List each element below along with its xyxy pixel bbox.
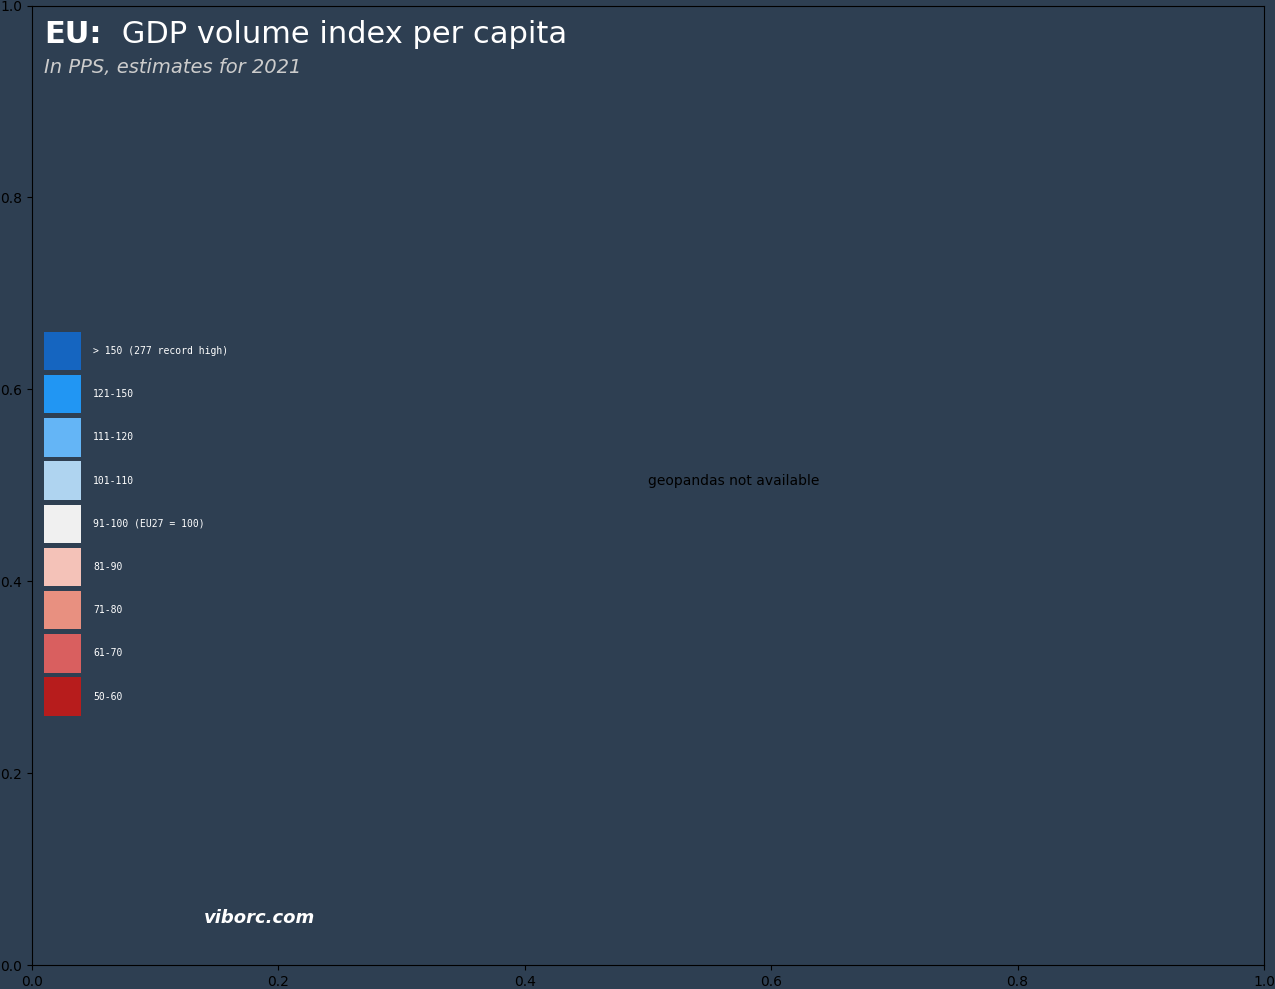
FancyBboxPatch shape xyxy=(45,591,82,629)
Text: 61-70: 61-70 xyxy=(93,649,122,659)
Text: 50-60: 50-60 xyxy=(93,691,122,701)
FancyBboxPatch shape xyxy=(45,332,82,370)
Text: viborc.com: viborc.com xyxy=(204,909,315,927)
Text: EU:: EU: xyxy=(45,20,102,48)
FancyBboxPatch shape xyxy=(45,677,82,716)
FancyBboxPatch shape xyxy=(45,548,82,586)
Text: 91-100 (EU27 = 100): 91-100 (EU27 = 100) xyxy=(93,519,205,529)
Text: > 150 (277 record high): > 150 (277 record high) xyxy=(93,346,228,356)
Text: 111-120: 111-120 xyxy=(93,432,134,442)
FancyBboxPatch shape xyxy=(45,462,82,499)
Text: 101-110: 101-110 xyxy=(93,476,134,486)
Text: geopandas not available: geopandas not available xyxy=(648,475,820,489)
Text: GDP volume index per capita: GDP volume index per capita xyxy=(112,20,567,48)
Text: In PPS, estimates for 2021: In PPS, estimates for 2021 xyxy=(45,58,301,77)
FancyBboxPatch shape xyxy=(45,634,82,673)
FancyBboxPatch shape xyxy=(45,375,82,413)
FancyBboxPatch shape xyxy=(45,418,82,457)
Text: 71-80: 71-80 xyxy=(93,605,122,615)
Text: 81-90: 81-90 xyxy=(93,562,122,572)
Text: 121-150: 121-150 xyxy=(93,390,134,400)
FancyBboxPatch shape xyxy=(45,504,82,543)
